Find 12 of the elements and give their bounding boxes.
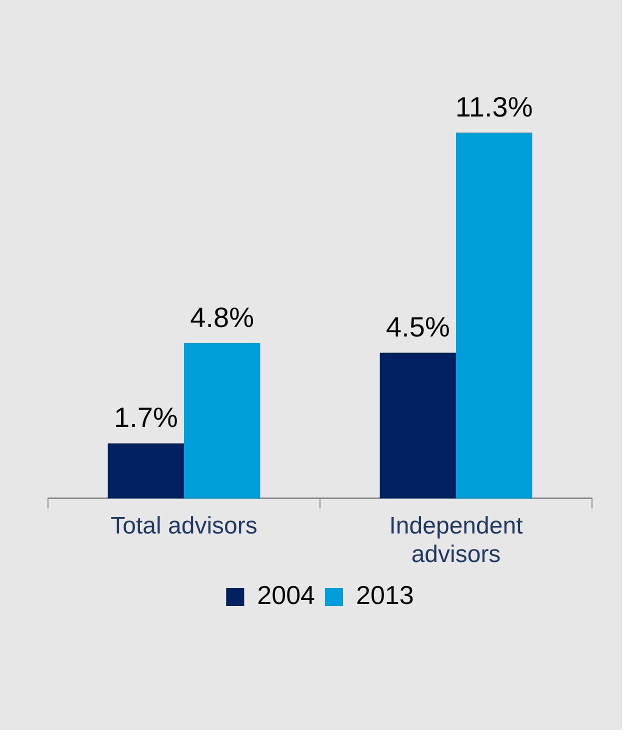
bar	[184, 343, 260, 498]
bar	[108, 443, 184, 498]
data-label: 11.3%	[455, 91, 533, 122]
x-tick-label: Total advisors	[110, 512, 258, 540]
data-label: 1.7%	[114, 402, 178, 434]
legend-label: 2013	[356, 580, 414, 610]
data-label: 4.8%	[190, 302, 254, 333]
bar	[380, 352, 456, 498]
data-label: 4.5%	[386, 311, 450, 342]
bar	[456, 132, 532, 498]
legend-label: 2004	[257, 580, 316, 610]
x-tick-label: Independent advisors	[389, 512, 524, 568]
